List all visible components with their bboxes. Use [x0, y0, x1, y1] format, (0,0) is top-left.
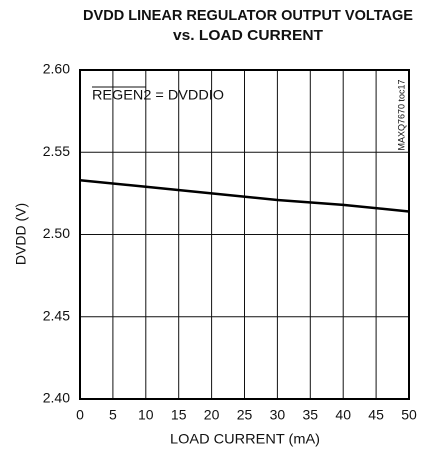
x-tick-label: 50 — [401, 407, 417, 423]
y-tick-label: 2.60 — [43, 61, 70, 77]
x-tick-label: 15 — [171, 407, 187, 423]
x-tick-label: 40 — [335, 407, 351, 423]
x-tick-label: 20 — [204, 407, 220, 423]
chart-title: DVDD LINEAR REGULATOR OUTPUT VOLTAGE — [83, 7, 413, 24]
x-tick-label: 25 — [237, 407, 253, 423]
x-tick-label: 45 — [368, 407, 384, 423]
x-tick-label: 30 — [270, 407, 286, 423]
x-tick-label: 35 — [303, 407, 319, 423]
x-tick-label: 5 — [109, 407, 117, 423]
x-axis-label: LOAD CURRENT (mA) — [170, 431, 320, 447]
chart-title: vs. LOAD CURRENT — [173, 27, 323, 44]
y-tick-label: 2.45 — [43, 307, 70, 323]
y-tick-label: 2.40 — [43, 390, 70, 406]
y-tick-label: 2.50 — [43, 225, 70, 241]
side-note: MAXQ7670 toc17 — [396, 79, 406, 150]
y-axis-label: DVDD (V) — [13, 203, 29, 265]
annotation: REGEN2 = DVDDIO — [92, 87, 224, 103]
x-tick-label: 10 — [138, 407, 154, 423]
plot-frame — [79, 69, 410, 400]
y-tick-label: 2.55 — [43, 143, 70, 159]
data-line — [79, 178, 410, 213]
x-tick-label: 0 — [76, 407, 84, 423]
